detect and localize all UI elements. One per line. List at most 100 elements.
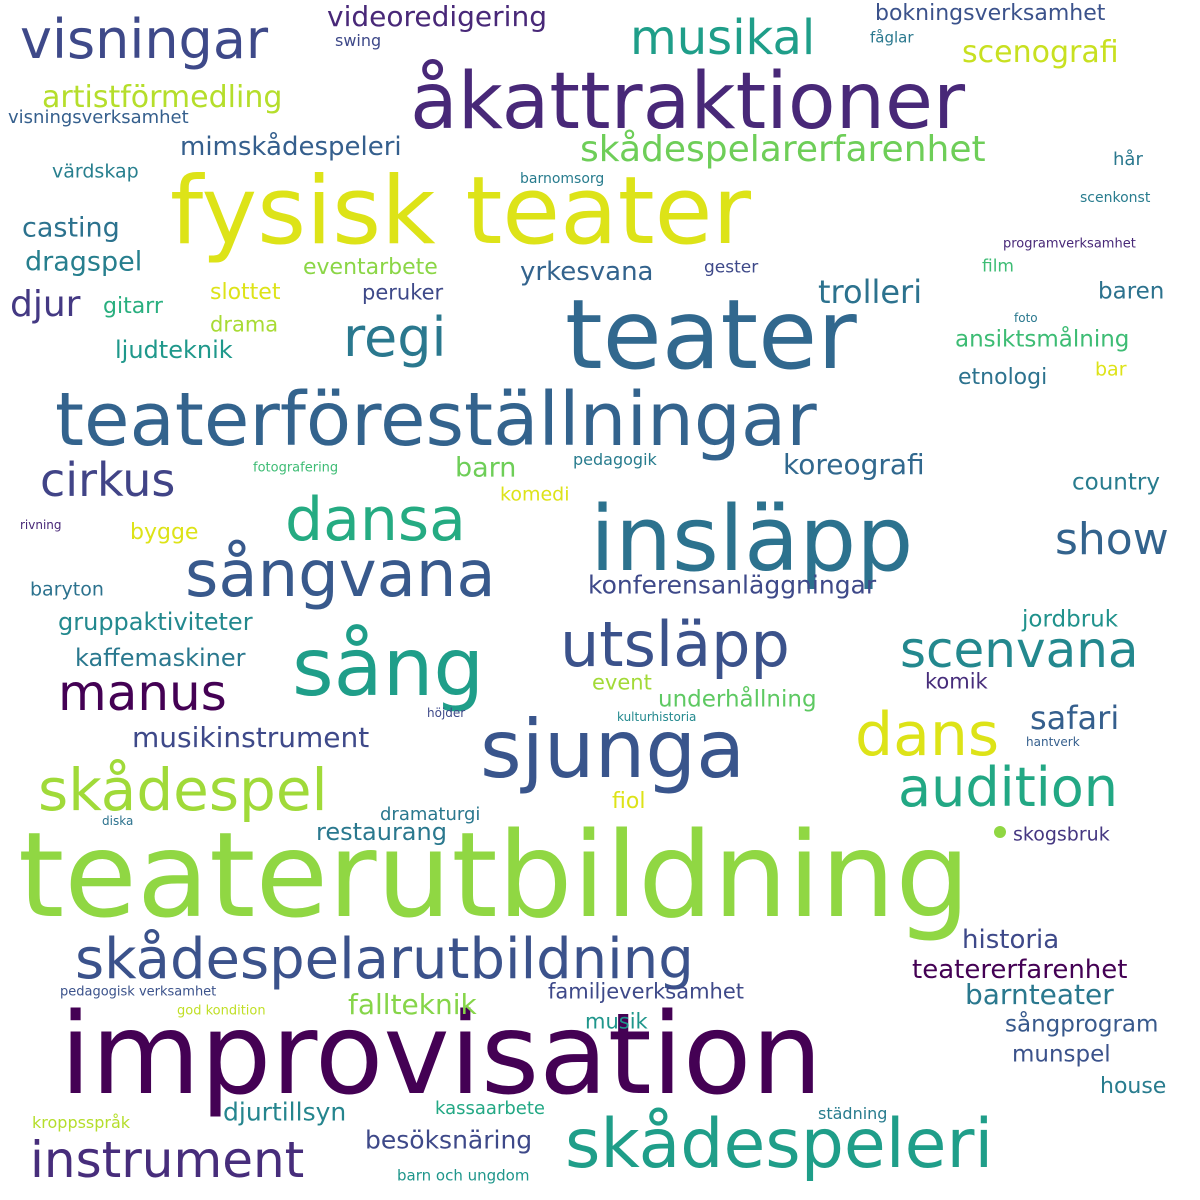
word-cloud-term: film <box>982 256 1014 277</box>
word-cloud-term: restaurang <box>316 818 447 846</box>
word-cloud-term: swing <box>335 31 382 50</box>
word-cloud-term: event <box>592 670 652 695</box>
word-cloud-term: show <box>1055 514 1169 565</box>
word-cloud-term: djur <box>10 284 81 325</box>
word-cloud-term: artistförmedling <box>42 80 283 115</box>
word-cloud-term: dans <box>855 700 1000 770</box>
word-cloud-term: baryton <box>30 578 104 601</box>
word-cloud-term: videoredigering <box>327 0 547 33</box>
word-cloud-term: gruppaktiviteter <box>58 608 253 636</box>
word-cloud-term: underhållning <box>658 686 817 713</box>
word-cloud-term: barn <box>455 452 517 484</box>
word-cloud-term: teaterföreställningar <box>55 377 817 463</box>
word-cloud-term: manus <box>58 664 227 722</box>
word-cloud-term: skådespelarutbildning <box>75 927 694 992</box>
word-cloud-term: dramaturgi <box>380 804 481 825</box>
word-cloud-term: djurtillsyn <box>223 1097 347 1127</box>
word-cloud-term: skådespeleri <box>565 1105 994 1184</box>
word-cloud-term: fiol <box>612 789 646 814</box>
word-cloud-term: scenografi <box>962 35 1119 70</box>
word-cloud-term: ljudteknik <box>115 336 233 364</box>
word-cloud-term: diska <box>102 814 134 828</box>
word-cloud-term: hår <box>1113 149 1143 170</box>
word-cloud-term: sångvana <box>185 538 496 612</box>
word-cloud-term: musikal <box>630 10 816 66</box>
word-cloud-term: munspel <box>1012 1041 1111 1068</box>
word-cloud-term: gitarr <box>103 294 163 319</box>
word-cloud-term: drama <box>210 312 279 337</box>
word-cloud-term: ansiktsmålning <box>955 326 1130 353</box>
word-cloud-term: gester <box>704 257 759 278</box>
word-cloud-term: audition <box>898 756 1119 819</box>
word-cloud-term: rivning <box>20 518 62 532</box>
word-cloud-term: skådespel <box>38 756 328 824</box>
word-cloud-term: yrkesvana <box>520 257 654 287</box>
word-cloud-term: baren <box>1098 278 1165 305</box>
word-cloud-term: åkattraktioner <box>410 57 966 147</box>
word-cloud-term: safari <box>1030 699 1120 737</box>
word-cloud-term: sångprogram <box>1005 1011 1159 1038</box>
word-cloud-term: jordbruk <box>1022 606 1119 633</box>
word-cloud-term: fysisk teater <box>170 157 752 266</box>
word-cloud-term: bokningsverksamhet <box>875 1 1106 26</box>
word-cloud-term: visningar <box>20 8 269 71</box>
word-cloud-term: höjder <box>427 706 466 720</box>
word-cloud-term: sång <box>292 621 485 714</box>
word-cloud-term: foto <box>1014 311 1038 325</box>
word-cloud-term: konferensanläggningar <box>588 570 877 600</box>
word-cloud-term: värdskap <box>52 160 139 183</box>
word-cloud-term: komedi <box>500 483 570 506</box>
word-cloud-term: dragspel <box>25 246 143 278</box>
word-cloud-term: peruker <box>362 280 444 305</box>
word-cloud-term: historia <box>962 925 1060 955</box>
word-cloud-term: casting <box>22 212 120 244</box>
word-cloud-term: trolleri <box>818 273 923 311</box>
word-cloud-term: städning <box>818 1104 888 1123</box>
word-cloud-term: etnologi <box>958 365 1048 390</box>
word-cloud-term: cirkus <box>40 453 176 507</box>
word-cloud-term: barnteater <box>965 978 1114 1011</box>
word-cloud-term: house <box>1100 1074 1167 1099</box>
word-cloud-term: fåglar <box>870 28 914 47</box>
word-cloud-term: bygge <box>130 520 199 545</box>
word-cloud-term: dansa <box>285 485 466 555</box>
word-cloud-term: pedagogisk verksamhet <box>60 984 217 1000</box>
word-cloud-term: slottet <box>210 280 281 305</box>
word-cloud-term: hantverk <box>1026 735 1080 749</box>
word-cloud-term: besöksnäring <box>365 1125 533 1155</box>
word-cloud-term: god kondition <box>177 1003 266 1019</box>
word-cloud-term: utsläpp <box>560 608 790 681</box>
word-cloud-term: skådespelarerfarenhet <box>580 129 986 170</box>
word-cloud-term: sjunga <box>480 703 746 796</box>
word-cloud-term: teaterutbildning <box>18 806 971 944</box>
word-cloud-term: kroppsspråk <box>32 1113 131 1132</box>
word-cloud-term: barnomsorg <box>520 171 605 187</box>
word-cloud-term: koreografi <box>783 448 925 481</box>
word-cloud-term: instrument <box>30 1131 305 1189</box>
word-cloud-term: familjeverksamhet <box>548 979 745 1004</box>
word-cloud-term: teatererfarenhet <box>912 955 1128 985</box>
word-cloud-term: improvisation <box>60 990 823 1120</box>
word-cloud-term: scenkonst <box>1080 190 1151 206</box>
word-cloud-term: programverksamhet <box>1003 236 1136 252</box>
word-cloud-term: bar <box>1095 358 1127 381</box>
word-cloud-term: pedagogik <box>573 450 657 469</box>
word-cloud-term: country <box>1072 469 1160 496</box>
word-cloud-term: musikinstrument <box>132 721 370 754</box>
word-cloud-term: kaffemaskiner <box>75 644 246 672</box>
word-cloud-term: musik <box>585 1009 648 1034</box>
word-cloud-term: kassaarbete <box>435 1098 545 1119</box>
word-cloud-term: fotografering <box>253 460 339 476</box>
word-cloud-term: insläpp <box>590 487 914 592</box>
word-cloud-term: eventarbete <box>303 255 438 280</box>
word-cloud-term: visningsverksamhet <box>8 107 189 128</box>
word-cloud-term: regi <box>343 306 447 369</box>
word-cloud-term: fallteknik <box>348 988 477 1021</box>
dot-mark <box>994 826 1006 838</box>
word-cloud-term: barn och ungdom <box>397 1166 530 1185</box>
word-cloud-term: skogsbruk <box>1013 823 1110 846</box>
word-cloud-term: teater <box>565 279 857 391</box>
word-cloud-term: komik <box>925 669 988 694</box>
word-cloud-term: scenvana <box>900 621 1139 679</box>
